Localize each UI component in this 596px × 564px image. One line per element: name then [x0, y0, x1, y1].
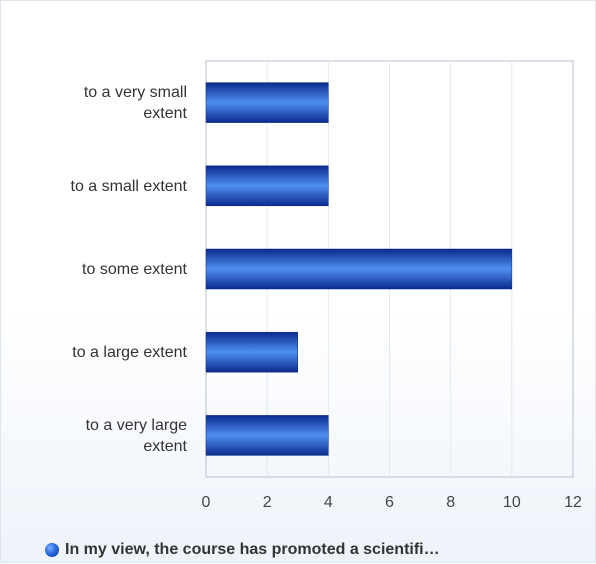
x-tick-label: 0	[202, 494, 211, 511]
category-label: extent	[143, 105, 187, 122]
x-tick-label: 4	[324, 494, 333, 511]
category-label: to a very small	[84, 84, 187, 101]
x-tick-label: 10	[503, 494, 521, 511]
category-label: to some extent	[82, 261, 188, 278]
category-label: extent	[143, 438, 187, 455]
legend: In my view, the course has promoted a sc…	[45, 541, 440, 559]
legend-label: In my view, the course has promoted a sc…	[65, 541, 440, 558]
category-label: to a small extent	[71, 178, 188, 195]
bar	[205, 248, 513, 290]
bar	[205, 82, 329, 123]
x-tick-label: 2	[263, 494, 272, 511]
bar	[205, 165, 329, 207]
category-label: to a very large	[86, 417, 187, 434]
x-tick-label: 6	[385, 494, 394, 511]
bar	[205, 331, 298, 373]
x-tick-label: 12	[564, 494, 582, 511]
category-label: to a large extent	[72, 344, 187, 361]
legend-marker-icon	[45, 543, 59, 557]
x-tick-label: 8	[446, 494, 455, 511]
bar	[205, 415, 329, 456]
